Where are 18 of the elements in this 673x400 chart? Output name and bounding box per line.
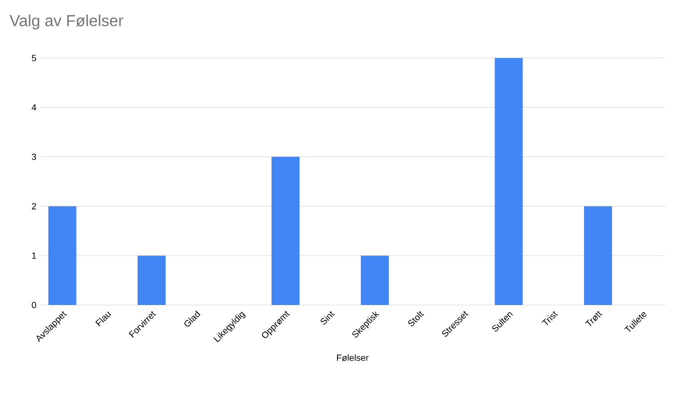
y-tick-label: 1 [32, 252, 36, 259]
bar [494, 58, 523, 305]
bar [584, 206, 612, 305]
x-axis-title: Følelser [337, 354, 369, 361]
bar [272, 156, 300, 305]
y-tick-label: 2 [32, 203, 36, 210]
y-tick-label: 4 [32, 104, 36, 110]
y-tick-label: 3 [32, 154, 36, 160]
x-tick-label: Trøtt [585, 310, 602, 326]
chart-title: Valg av Følelser [10, 14, 124, 30]
x-tick-label: Flau [95, 312, 112, 326]
bar [48, 206, 76, 305]
y-tick-label: 0 [32, 302, 36, 308]
x-tick-label: Trist [542, 311, 558, 326]
bar [138, 256, 166, 305]
x-tick-label: Sint [320, 311, 335, 324]
y-tick-label: 5 [32, 54, 36, 62]
bar [360, 256, 389, 305]
